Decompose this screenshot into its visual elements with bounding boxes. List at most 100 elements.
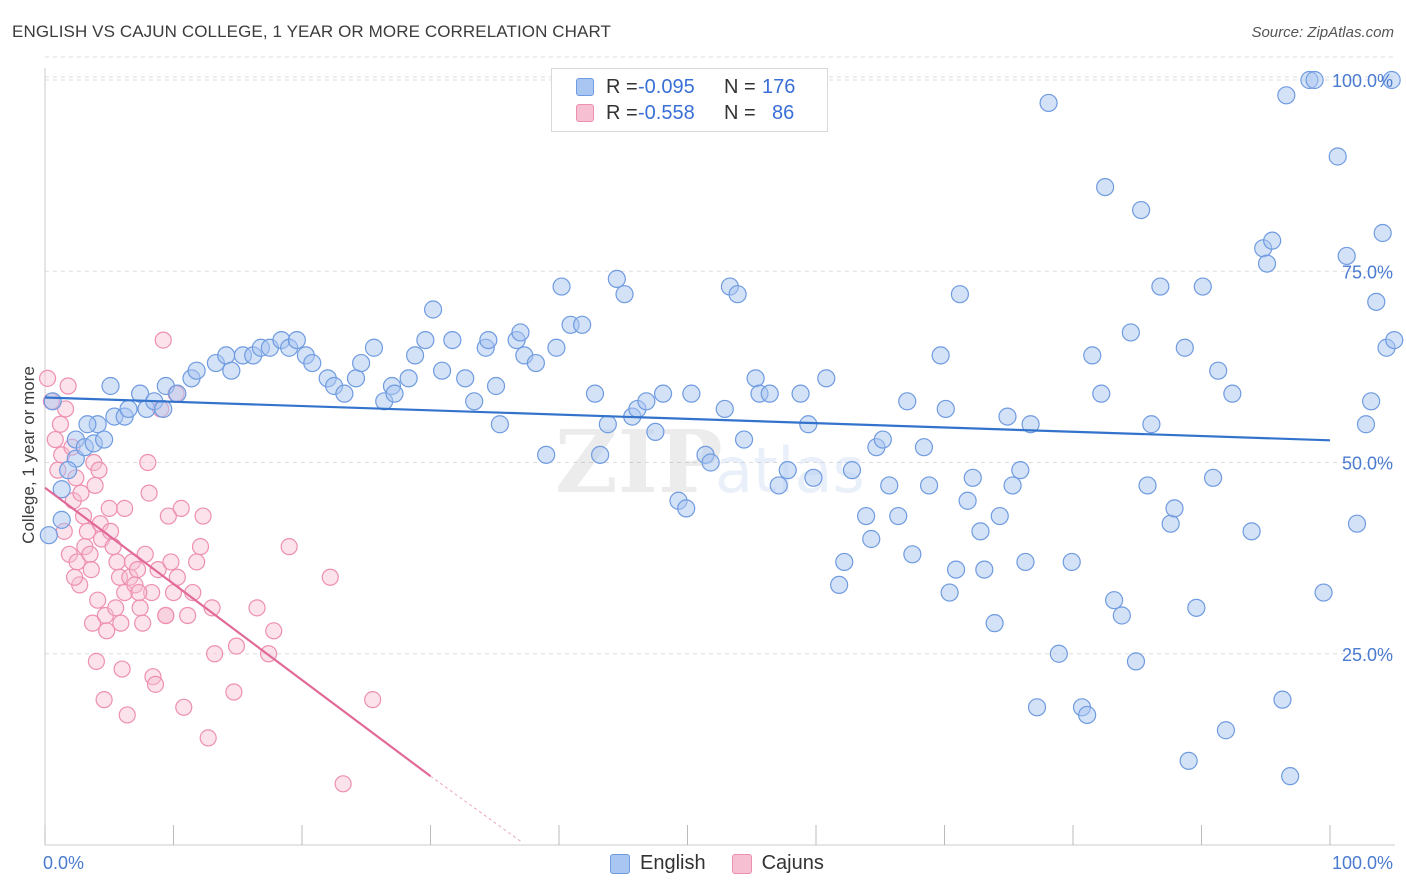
english-point [1016, 552, 1035, 572]
english-point [1151, 277, 1170, 296]
english-legend-swatch [610, 853, 630, 874]
english-point [1049, 644, 1068, 663]
english-point [547, 338, 566, 357]
cajun-point [104, 538, 122, 556]
x-tick-label-min: 0.0% [43, 853, 84, 873]
english-point [432, 361, 452, 380]
english-point [1039, 93, 1058, 113]
cajun-point [280, 538, 298, 556]
english-point [963, 468, 982, 487]
english-point [1373, 223, 1392, 243]
english-point [615, 285, 634, 304]
english-point [1003, 476, 1022, 495]
english-point [1223, 384, 1242, 403]
english-points [39, 70, 1404, 786]
english-point [1092, 384, 1111, 403]
english-point [946, 560, 966, 579]
english-point [1179, 751, 1198, 770]
english-point [760, 384, 779, 403]
english-point [889, 506, 908, 526]
english-point [990, 506, 1009, 526]
english-point [1096, 178, 1115, 197]
english-point [39, 526, 58, 545]
english-point [78, 415, 97, 434]
cajun-point [78, 522, 97, 540]
legend-item-cajuns[interactable]: Cajuns [731, 852, 824, 875]
cajun-point [225, 683, 243, 701]
cajun-point [128, 560, 147, 579]
cajun-point [168, 568, 186, 586]
svg-text:ZIP: ZIP [555, 412, 723, 513]
english-point [1203, 468, 1223, 487]
cajun-point [90, 461, 108, 479]
cajuns-n-value: 86 [772, 101, 795, 124]
cajun-point [188, 553, 206, 571]
english-point [1209, 361, 1228, 380]
english-point [701, 453, 720, 472]
english-point [682, 384, 701, 403]
english-point [405, 346, 425, 365]
english-point [1314, 583, 1333, 602]
english-point [975, 560, 994, 579]
english-point [898, 392, 917, 411]
english-point [1281, 767, 1300, 786]
cajun-point [108, 553, 126, 571]
english-point [1305, 70, 1324, 90]
cajun-trend-extension [430, 775, 521, 842]
english-point [168, 384, 187, 403]
cajun-point [59, 377, 77, 395]
english-legend-label: English [640, 852, 706, 874]
english-point [1027, 698, 1047, 717]
cajun-point [134, 614, 152, 632]
english-point [936, 399, 955, 419]
english-point [1011, 461, 1030, 480]
english-point [416, 331, 435, 350]
cajun-point [72, 484, 90, 502]
english-point [1165, 499, 1184, 518]
cajun-point [65, 568, 84, 586]
cajun-point [131, 599, 149, 617]
english-point [346, 369, 366, 388]
english-point [598, 415, 617, 434]
english-point [552, 277, 571, 296]
english-point [364, 338, 384, 357]
english-point [1112, 606, 1131, 625]
english-point [817, 369, 836, 388]
axes-layer [44, 68, 1395, 846]
legend-item-english[interactable]: English [610, 852, 706, 875]
english-point [1385, 331, 1404, 350]
cajun-point [143, 583, 161, 602]
english-point [385, 384, 404, 403]
english-point [443, 331, 462, 350]
english-point [479, 331, 498, 350]
cajun-points [38, 331, 382, 793]
cajun-point [206, 645, 224, 663]
english-point [950, 285, 970, 304]
ticks-layer: 25.0% 50.0% 75.0% 100.0% 0.0% 100.0% [43, 71, 1393, 873]
english-point [335, 384, 354, 403]
cajun-point [194, 507, 212, 525]
cajun-point [154, 331, 172, 349]
cajun-point [87, 652, 106, 671]
cajun-point [321, 568, 339, 586]
cajun-point [51, 415, 70, 433]
english-point [1367, 292, 1386, 311]
cajun-point [175, 698, 193, 716]
english-point [791, 384, 810, 403]
english-point [715, 399, 734, 419]
cajun-point [364, 691, 382, 709]
english-point [1193, 277, 1212, 296]
english-point [1121, 323, 1140, 342]
english-point [187, 361, 206, 380]
english-point [486, 376, 506, 396]
english-point [842, 461, 862, 480]
english-point [465, 392, 484, 411]
english-point [677, 499, 696, 518]
english-point [130, 384, 150, 403]
cajun-point [179, 606, 197, 625]
english-point [728, 285, 747, 304]
cajuns-legend-label: Cajuns [761, 852, 824, 874]
cajun-point [191, 538, 210, 556]
english-point [1105, 591, 1124, 610]
english-point [511, 323, 530, 342]
